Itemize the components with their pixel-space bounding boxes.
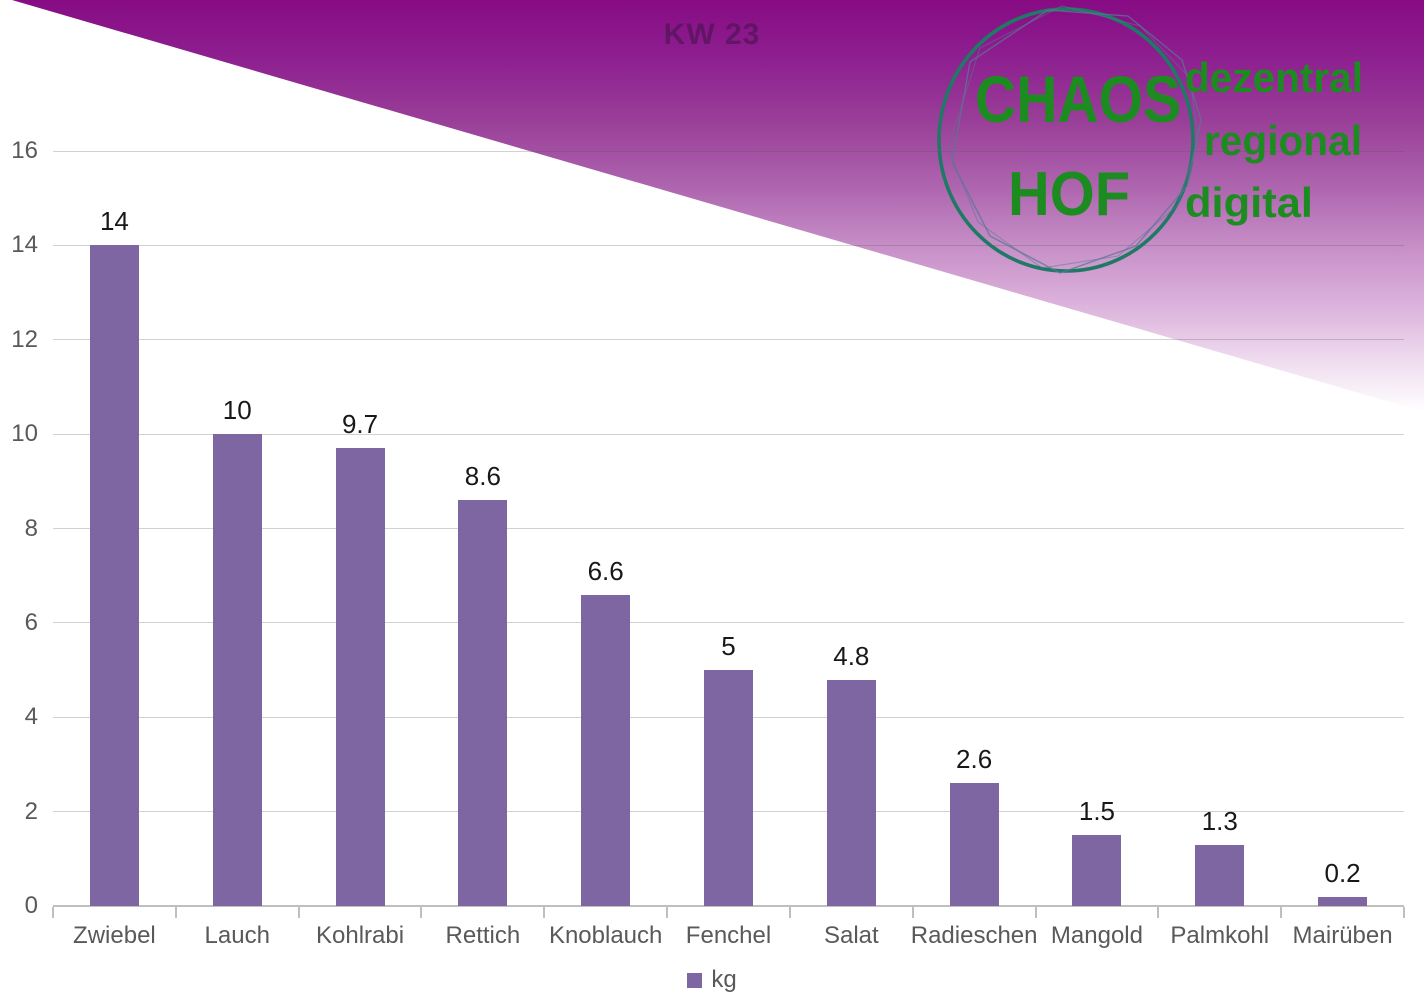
legend-swatch-kg [687, 972, 703, 988]
bar-radieschen [949, 783, 999, 906]
gridline [53, 528, 1404, 529]
x-category-label-rettich: Rettich [445, 922, 521, 949]
x-category-label-mairüben: Mairüben [1292, 922, 1393, 949]
x-axis-tick [174, 907, 177, 918]
legend: kg [0, 966, 1424, 994]
y-axis-labels: 0 2 4 6 8 10 12 14 16 [0, 137, 40, 919]
y-tick-label: 8 [24, 514, 38, 542]
x-axis-labels: Zwiebel Lauch Kohlrabi Rettich Knoblauch Fenc… [53, 922, 1404, 952]
gridline [53, 433, 1404, 435]
bar-salat [826, 679, 876, 906]
logo-word-hof: HOF [1008, 160, 1130, 229]
value-label-rettich: 8.6 [464, 461, 501, 492]
y-tick-label: 16 [11, 137, 38, 164]
x-axis-tick [1034, 907, 1037, 918]
x-axis-tick [52, 907, 54, 918]
x-axis-tick [911, 907, 914, 918]
x-axis-tick [297, 907, 300, 918]
logo-tagline-dezentral: dezentral [1185, 54, 1363, 101]
value-label-mangold: 1.5 [1078, 796, 1116, 827]
logo-tagline-digital: digital [1185, 179, 1313, 226]
bar-lauch [212, 434, 262, 906]
x-category-label-zwiebel: Zwiebel [73, 922, 156, 949]
gridline [53, 150, 1404, 152]
bar-palmkohl [1195, 844, 1245, 906]
x-category-label-radieschen: Radieschen [910, 922, 1038, 949]
logo-tagline-regional: regional [1204, 117, 1362, 164]
gridline [53, 244, 1404, 246]
logo-word-chaos: CHAOS [975, 62, 1181, 136]
x-category-label-knoblauch: Knoblauch [548, 922, 663, 949]
y-tick-label: 2 [24, 797, 38, 825]
x-axis-tick [1157, 907, 1160, 918]
x-category-label-fenchel: Fenchel [685, 922, 772, 949]
x-axis-tick [420, 907, 423, 918]
y-tick-label: 14 [11, 231, 38, 259]
x-axis-tick [788, 907, 791, 918]
x-axis-tick [1403, 907, 1405, 918]
gridline [53, 339, 1404, 341]
bar-mairüben [1318, 896, 1368, 906]
bar-kohlrabi [335, 448, 385, 906]
value-label-zwiebel: 14 [99, 206, 129, 237]
y-tick-label: 0 [24, 892, 38, 919]
value-label-radieschen: 2.6 [956, 744, 993, 775]
value-label-lauch: 10 [222, 395, 252, 426]
x-axis-line [53, 905, 1404, 907]
plot-area: 14 10 9.7 8.6 6.6 5 4.8 2.6 1.5 1.3 0.2 [52, 150, 1405, 918]
bar-rettich [458, 500, 508, 906]
bar-knoblauch [581, 594, 631, 906]
x-category-label-palmkohl: Palmkohl [1170, 922, 1270, 949]
x-axis-tick [1280, 907, 1283, 918]
x-category-label-salat: Salat [823, 922, 879, 949]
bar-fenchel [704, 670, 753, 906]
y-tick-label: 10 [11, 420, 38, 448]
y-tick-label: 6 [24, 608, 38, 636]
gridline [53, 622, 1404, 624]
bar-mangold [1072, 835, 1122, 906]
value-label-knoblauch: 6.6 [587, 555, 624, 586]
x-axis-tick [666, 907, 669, 918]
legend-label: kg [711, 966, 737, 993]
x-category-label-mangold: Mangold [1050, 922, 1143, 949]
value-label-palmkohl: 1.3 [1201, 805, 1238, 836]
x-category-label-lauch: Lauch [204, 922, 270, 949]
x-axis-tick [543, 907, 546, 918]
value-label-salat: 4.8 [833, 640, 870, 671]
bar-zwiebel [89, 245, 139, 906]
value-label-mairüben: 0.2 [1324, 857, 1361, 888]
value-label-fenchel: 5 [721, 631, 736, 662]
y-tick-label: 4 [24, 703, 38, 731]
x-category-label-kohlrabi: Kohlrabi [316, 922, 405, 949]
y-tick-label: 12 [11, 325, 38, 353]
chart-title: KW 23 [663, 18, 761, 51]
value-label-kohlrabi: 9.7 [341, 409, 379, 440]
sketch-circle-icon [937, 5, 1202, 274]
chaoshof-logo: CHAOS HOF dezentral regional digital [937, 5, 1363, 274]
